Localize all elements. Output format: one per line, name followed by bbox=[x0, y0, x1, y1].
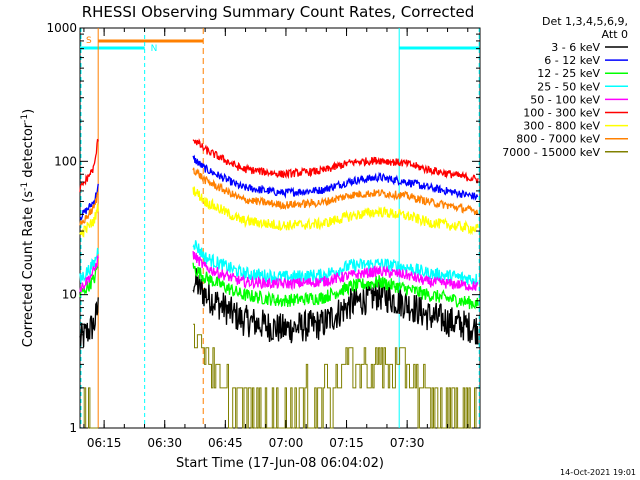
axes-group: 1 10 100 1000 06:15 06:30 06:45 07:00 07:15 07:30 bbox=[46, 21, 480, 450]
y-axis-label-main: Corrected Count Rate (s bbox=[21, 191, 36, 348]
series-line bbox=[192, 186, 479, 236]
legend-label: 300 - 800 keV bbox=[523, 120, 600, 133]
series-line bbox=[80, 387, 99, 429]
series-line bbox=[79, 247, 99, 284]
series-line bbox=[79, 203, 99, 238]
y-axis-label-sup1: -1 bbox=[20, 182, 30, 191]
flag-overlays: SN bbox=[80, 28, 480, 428]
y-axis-label-end: ) bbox=[21, 109, 36, 114]
x-tick-label: 07:00 bbox=[269, 436, 304, 450]
series-line bbox=[79, 191, 99, 226]
y-tick-label: 100 bbox=[54, 154, 77, 168]
x-tick-label: 07:30 bbox=[390, 436, 425, 450]
series-line bbox=[79, 263, 99, 298]
legend-label: 3 - 6 keV bbox=[551, 41, 600, 54]
x-tick-label: 06:45 bbox=[208, 436, 243, 450]
x-tick-label: 07:15 bbox=[329, 436, 364, 450]
x-tick-label: 06:30 bbox=[147, 436, 182, 450]
legend-label: 100 - 300 keV bbox=[523, 107, 600, 120]
series-line bbox=[192, 167, 479, 216]
series-line bbox=[79, 297, 99, 348]
legend-header-2: Att 0 bbox=[602, 28, 628, 41]
series-group bbox=[79, 138, 479, 429]
series-line bbox=[192, 268, 479, 345]
legend-label: 12 - 25 keV bbox=[537, 67, 600, 80]
chart-title: RHESSI Observing Summary Count Rates, Co… bbox=[82, 3, 475, 21]
series-line bbox=[192, 251, 479, 292]
y-axis-label: Corrected Count Rate (s-1 detector-1) bbox=[20, 109, 36, 347]
legend-header-1: Det 1,3,4,5,6,9, bbox=[542, 15, 628, 28]
legend-label: 50 - 100 keV bbox=[530, 93, 600, 106]
x-axis-label: Start Time (17-Jun-08 06:04:02) bbox=[176, 456, 384, 471]
saa-flag-label: S bbox=[86, 36, 92, 46]
series-line bbox=[193, 323, 478, 429]
series-line bbox=[192, 154, 479, 201]
series-line bbox=[79, 138, 99, 193]
legend-label: 25 - 50 keV bbox=[537, 80, 600, 93]
footer-timestamp: 14-Oct-2021 19:01 bbox=[560, 468, 636, 477]
y-axis-label-mid: detector bbox=[21, 122, 36, 182]
legend-label: 800 - 7000 keV bbox=[516, 133, 600, 146]
legend-label: 6 - 12 keV bbox=[544, 54, 600, 67]
y-tick-label: 10 bbox=[62, 288, 77, 302]
x-tick-label: 06:15 bbox=[87, 436, 122, 450]
series-line bbox=[79, 255, 99, 292]
night-flag-label: N bbox=[151, 44, 158, 54]
y-axis-label-sup2: -1 bbox=[20, 114, 30, 123]
y-tick-label: 1 bbox=[69, 421, 77, 435]
series-line bbox=[192, 262, 479, 310]
y-tick-label: 1000 bbox=[46, 21, 77, 35]
legend-label: 7000 - 15000 keV bbox=[502, 146, 600, 159]
series-line bbox=[192, 138, 479, 184]
